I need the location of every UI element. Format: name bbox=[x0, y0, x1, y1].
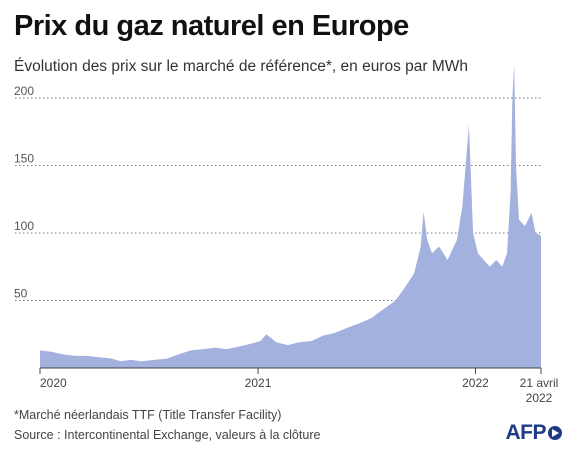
y-tick-label: 50 bbox=[14, 287, 28, 301]
source-note: Source : Intercontinental Exchange, vale… bbox=[14, 428, 321, 442]
x-tick-label: 2020 bbox=[40, 376, 67, 390]
page-subtitle: Évolution des prix sur le marché de réfé… bbox=[14, 58, 469, 75]
y-tick-label: 200 bbox=[14, 84, 34, 98]
play-icon bbox=[548, 426, 562, 440]
x-tick-label: 2022 bbox=[462, 376, 489, 390]
page-title: Prix du gaz naturel en Europe bbox=[14, 10, 409, 42]
footnote: *Marché néerlandais TTF (Title Transfer … bbox=[14, 408, 282, 422]
afp-logo-text: AFP bbox=[505, 421, 547, 444]
price-area bbox=[40, 64, 541, 369]
y-tick-label: 150 bbox=[14, 152, 34, 166]
x-tick-label-line2: 2022 bbox=[526, 391, 553, 405]
x-tick-label: 2021 bbox=[245, 376, 272, 390]
y-tick-label: 100 bbox=[14, 219, 34, 233]
afp-logo: AFP bbox=[505, 421, 562, 444]
x-tick-label: 21 avril bbox=[520, 376, 559, 390]
